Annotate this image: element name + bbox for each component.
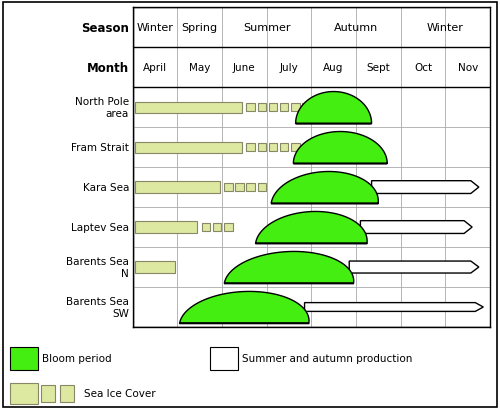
Bar [202, 223, 210, 231]
Polygon shape [372, 181, 479, 194]
Text: Kara Sea: Kara Sea [82, 183, 129, 193]
Text: Barents Sea
N: Barents Sea N [66, 256, 129, 278]
Text: June: June [233, 63, 256, 73]
Bar [236, 184, 244, 192]
Bar [10, 347, 38, 370]
Bar [246, 144, 255, 152]
Bar [291, 144, 300, 152]
Bar [258, 144, 266, 152]
Bar [258, 104, 266, 112]
Bar [302, 104, 311, 112]
Bar [258, 184, 266, 192]
Text: Nov: Nov [458, 63, 478, 73]
Text: Winter: Winter [427, 23, 464, 33]
Text: Aug: Aug [324, 63, 344, 73]
Text: Fram Strait: Fram Strait [71, 143, 129, 153]
Bar [210, 347, 238, 370]
Text: Spring: Spring [182, 23, 218, 33]
Polygon shape [180, 292, 309, 324]
Bar [291, 104, 300, 112]
Polygon shape [296, 92, 372, 124]
Polygon shape [256, 212, 367, 244]
Bar [60, 385, 74, 402]
Polygon shape [294, 132, 387, 164]
Text: May: May [189, 63, 210, 73]
Bar [134, 182, 220, 193]
Text: Bloom period: Bloom period [42, 353, 112, 364]
Text: North Pole
area: North Pole area [75, 97, 129, 119]
Text: Summer and autumn production: Summer and autumn production [242, 353, 413, 364]
Polygon shape [349, 261, 479, 273]
Bar [224, 184, 232, 192]
Bar [134, 142, 242, 153]
Bar [246, 104, 255, 112]
Bar [280, 144, 288, 152]
Bar [134, 262, 175, 273]
Bar [269, 144, 278, 152]
Bar [213, 223, 222, 231]
Bar [280, 104, 288, 112]
Text: Sea Ice Cover: Sea Ice Cover [84, 389, 155, 398]
Text: Barents Sea
SW: Barents Sea SW [66, 297, 129, 318]
Text: Oct: Oct [414, 63, 432, 73]
Text: Month: Month [87, 61, 129, 74]
Polygon shape [304, 303, 484, 312]
Text: April: April [143, 63, 167, 73]
Text: Laptev Sea: Laptev Sea [71, 222, 129, 232]
Bar [10, 383, 38, 404]
Polygon shape [360, 221, 472, 234]
Text: Autumn: Autumn [334, 23, 378, 33]
Polygon shape [224, 252, 354, 284]
Text: Season: Season [81, 22, 129, 35]
Text: Summer: Summer [243, 23, 290, 33]
Bar [42, 385, 56, 402]
Bar [134, 102, 242, 113]
Bar [246, 184, 255, 192]
Text: July: July [280, 63, 298, 73]
Polygon shape [271, 172, 378, 204]
Bar [269, 104, 278, 112]
Bar [134, 222, 198, 233]
Text: Winter: Winter [136, 23, 173, 33]
Text: Sept: Sept [366, 63, 390, 73]
Bar [224, 223, 232, 231]
